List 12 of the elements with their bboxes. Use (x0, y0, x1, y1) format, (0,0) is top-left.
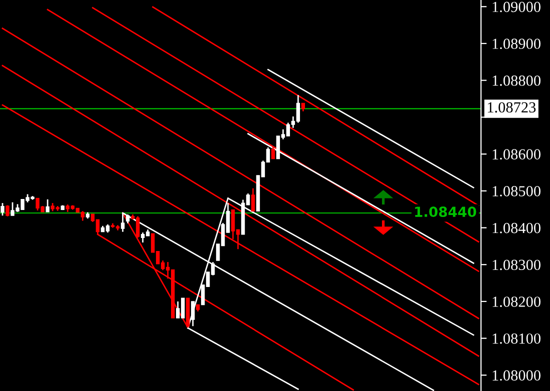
y-tick-label: 1.08600 (492, 149, 540, 160)
ref-line-label: 1.08440 (415, 206, 476, 218)
y-tick-label: 1.08400 (492, 222, 540, 234)
ref-line-label: 1.08723 (488, 102, 536, 113)
y-tick-label: 1.08300 (492, 260, 540, 270)
y-tick-label: 1.08500 (492, 186, 540, 196)
y-tick-label: 1.08200 (492, 296, 540, 307)
y-tick-label: 1.09000 (492, 2, 540, 12)
y-tick-label: 1.08000 (492, 370, 540, 381)
y-tick-label: 1.08100 (492, 333, 540, 344)
y-tick-label: 1.08800 (492, 75, 540, 86)
y-tick-label: 1.08900 (492, 38, 540, 50)
